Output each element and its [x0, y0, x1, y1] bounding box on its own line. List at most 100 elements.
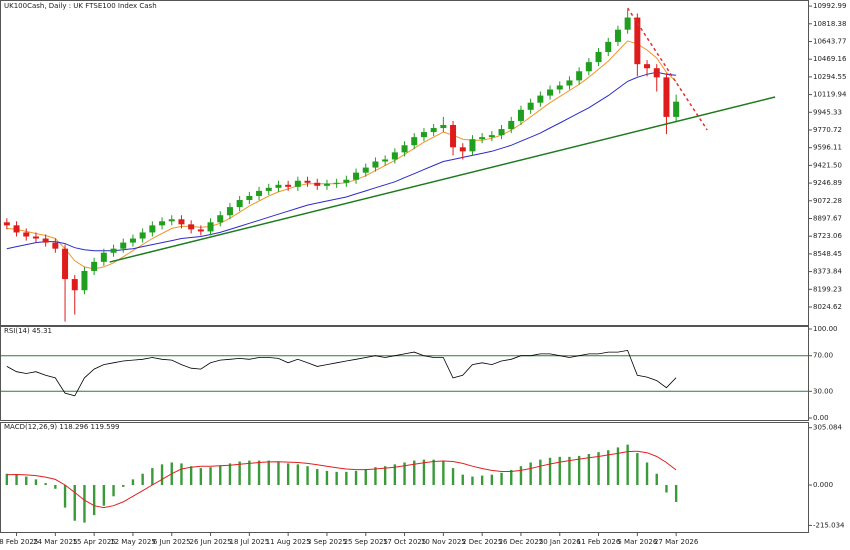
candle-body [110, 248, 117, 253]
x-tick-label: 11 Aug 2025 [266, 538, 311, 546]
x-tick-label: 6 Jun 2025 [153, 538, 191, 546]
x-tick-label: 5 Mar 2026 [617, 538, 657, 546]
candle-body [362, 167, 369, 173]
candle-body [226, 207, 233, 216]
candle-body [275, 184, 282, 188]
trendline [627, 7, 708, 131]
y-tick-label: 0.00 [813, 414, 829, 422]
candle-body [246, 195, 253, 201]
macd-bar [558, 456, 561, 486]
rsi-title: RSI(14) 45.31 [4, 327, 52, 335]
candle-body [217, 215, 224, 223]
macd-bar [393, 464, 397, 486]
y-tick-label: 8897.67 [813, 214, 842, 222]
macd-bar [296, 464, 300, 486]
candle-body [614, 29, 621, 42]
macd-bar [471, 476, 474, 486]
macd-bar [219, 465, 222, 486]
y-tick-label: 9421.50 [813, 161, 842, 169]
x-tick-label: 11 Feb 2026 [577, 538, 621, 546]
y-tick-label: 100.00 [813, 325, 838, 333]
y-tick-label: 8199.23 [813, 285, 842, 293]
macd-bar [122, 485, 125, 487]
candle-body [149, 225, 156, 233]
macd-bar [248, 460, 251, 486]
macd-bar [364, 469, 367, 486]
macd-bar [607, 450, 610, 486]
price-title: UK100Cash, Daily : UK FTSE100 Index Cash [4, 2, 157, 10]
moving-average [6, 71, 677, 252]
macd-bar [306, 466, 309, 486]
y-tick-label: 9945.33 [813, 108, 842, 116]
candle-body [527, 102, 534, 110]
macd-bar [180, 463, 183, 486]
candle-body [517, 109, 524, 121]
x-tick-label: 20 Jan 2026 [539, 538, 582, 546]
candle-body [129, 238, 136, 243]
macd-bar [141, 473, 144, 486]
macd-bar [112, 485, 115, 497]
candle-body [372, 161, 379, 168]
macd-bar [131, 479, 135, 486]
macd-bar [228, 463, 232, 486]
candle-body [663, 77, 670, 117]
macd-title: MACD(12,26,9) 118.296 119.599 [4, 423, 120, 431]
macd-bar [442, 460, 445, 486]
macd-bar [238, 461, 241, 486]
candle-body [23, 232, 30, 237]
macd-bar [209, 467, 212, 486]
macd-bar [189, 466, 193, 486]
candle-body [673, 101, 680, 117]
signal-line [6, 450, 677, 509]
y-tick-label: 8548.45 [813, 250, 842, 258]
price-panel [0, 0, 809, 326]
macd-bar [34, 479, 38, 486]
y-tick-label: 10119.94 [813, 91, 847, 99]
y-tick-label: -215.034 [813, 521, 845, 529]
macd-bar [63, 485, 67, 508]
x-tick-label: 27 Mar 2026 [654, 538, 699, 546]
candle-body [3, 222, 10, 226]
macd-bar [73, 485, 76, 521]
macd-bar [160, 464, 164, 486]
macd-bar [510, 469, 513, 486]
x-tick-label: 18 Jul 2025 [230, 538, 270, 546]
candle-body [52, 242, 59, 249]
y-tick-label: 10294.55 [813, 73, 846, 81]
macd-bar [577, 455, 581, 486]
y-tick-label: 10992.99 [813, 2, 846, 10]
macd-bar [277, 461, 280, 486]
y-tick-label: 70.00 [813, 352, 833, 360]
candle-body [498, 129, 505, 136]
candle-body [323, 183, 330, 186]
x-tick-label: 25 Sep 2025 [344, 538, 388, 546]
candle-body [81, 270, 88, 291]
macd-bar [325, 470, 329, 486]
x-tick-label: 17 Oct 2025 [383, 538, 426, 546]
candle-body [450, 124, 457, 148]
y-tick-label: 8024.62 [813, 303, 842, 311]
macd-bar [199, 468, 203, 486]
x-tick-label: 2 Dec 2025 [462, 538, 502, 546]
macd-bar [335, 471, 338, 486]
macd-bar [636, 453, 639, 486]
y-tick-label: 9246.89 [813, 179, 842, 187]
candle-body [343, 179, 350, 183]
candle-body [547, 89, 554, 96]
candle-body [32, 236, 39, 239]
macd-bar [257, 460, 261, 486]
y-tick-label: 305.084 [813, 424, 842, 432]
macd-bar [316, 469, 319, 486]
macd-bar [568, 456, 571, 486]
macd-bar [383, 466, 387, 486]
candle-body [13, 225, 20, 233]
candle-body [42, 238, 49, 243]
candle-body [168, 219, 175, 222]
y-tick-label: 0.000 [813, 481, 833, 489]
macd-bar [15, 474, 18, 486]
x-tick-label: 26 Jun 2025 [189, 538, 231, 546]
y-tick-label: 10643.77 [813, 37, 846, 45]
x-tick-label: 26 Dec 2025 [499, 538, 544, 546]
candle-body [236, 200, 243, 208]
